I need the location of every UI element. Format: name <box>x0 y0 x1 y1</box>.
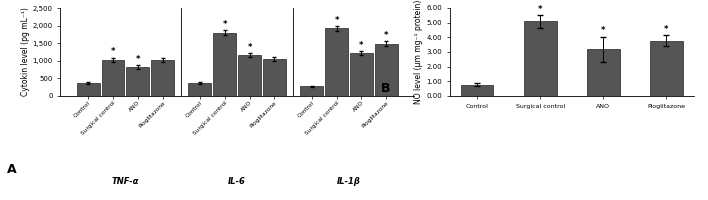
Text: TNF-α: TNF-α <box>112 177 139 186</box>
Bar <box>524 21 556 96</box>
Bar <box>238 55 261 96</box>
Bar <box>263 59 286 96</box>
Text: B: B <box>381 82 391 95</box>
Text: *: * <box>538 5 542 14</box>
Text: IL-1β: IL-1β <box>337 177 361 186</box>
Text: *: * <box>359 41 364 50</box>
Bar <box>461 85 493 96</box>
Bar <box>325 28 348 96</box>
Bar <box>213 33 236 96</box>
Y-axis label: NO level (μm mg⁻¹ protein): NO level (μm mg⁻¹ protein) <box>414 0 423 104</box>
Text: IL-6: IL-6 <box>228 177 246 186</box>
Bar <box>587 49 620 96</box>
Bar <box>76 83 100 96</box>
Text: *: * <box>222 20 227 29</box>
Text: *: * <box>664 25 668 34</box>
Bar <box>300 86 323 96</box>
Text: *: * <box>247 43 252 52</box>
Text: *: * <box>110 47 115 56</box>
Text: *: * <box>135 55 140 64</box>
Bar <box>350 53 373 96</box>
Y-axis label: Cytokin level (pg mL⁻¹): Cytokin level (pg mL⁻¹) <box>21 8 30 96</box>
Bar <box>127 67 149 96</box>
Text: *: * <box>601 26 605 35</box>
Bar <box>375 44 398 96</box>
Text: *: * <box>384 31 389 40</box>
Bar <box>188 83 212 96</box>
Bar <box>650 41 683 96</box>
Text: *: * <box>334 16 339 25</box>
Bar <box>101 60 125 96</box>
Text: A: A <box>7 163 17 176</box>
Bar <box>152 60 174 96</box>
